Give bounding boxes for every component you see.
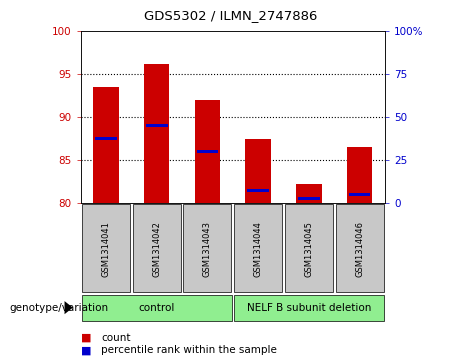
Text: percentile rank within the sample: percentile rank within the sample [101, 345, 278, 355]
Text: control: control [139, 303, 175, 313]
Text: GSM1314046: GSM1314046 [355, 221, 364, 277]
Text: count: count [101, 333, 131, 343]
Bar [296, 184, 322, 203]
Bar [144, 64, 170, 203]
Text: GSM1314041: GSM1314041 [101, 221, 111, 277]
Bar [349, 193, 370, 196]
Text: ■: ■ [81, 345, 91, 355]
Bar [95, 137, 117, 140]
Text: GSM1314043: GSM1314043 [203, 221, 212, 277]
Bar [298, 197, 319, 200]
Text: GSM1314044: GSM1314044 [254, 221, 263, 277]
Bar [93, 87, 119, 203]
Text: genotype/variation: genotype/variation [9, 303, 108, 313]
Text: GSM1314045: GSM1314045 [304, 221, 313, 277]
Text: ■: ■ [81, 333, 91, 343]
Bar [195, 100, 220, 203]
Text: GSM1314042: GSM1314042 [152, 221, 161, 277]
Text: NELF B subunit deletion: NELF B subunit deletion [247, 303, 371, 313]
Bar [146, 124, 167, 127]
Bar [248, 189, 269, 192]
Text: GDS5302 / ILMN_2747886: GDS5302 / ILMN_2747886 [144, 9, 317, 22]
Bar [347, 147, 372, 203]
Bar [197, 150, 218, 153]
Bar [245, 139, 271, 203]
